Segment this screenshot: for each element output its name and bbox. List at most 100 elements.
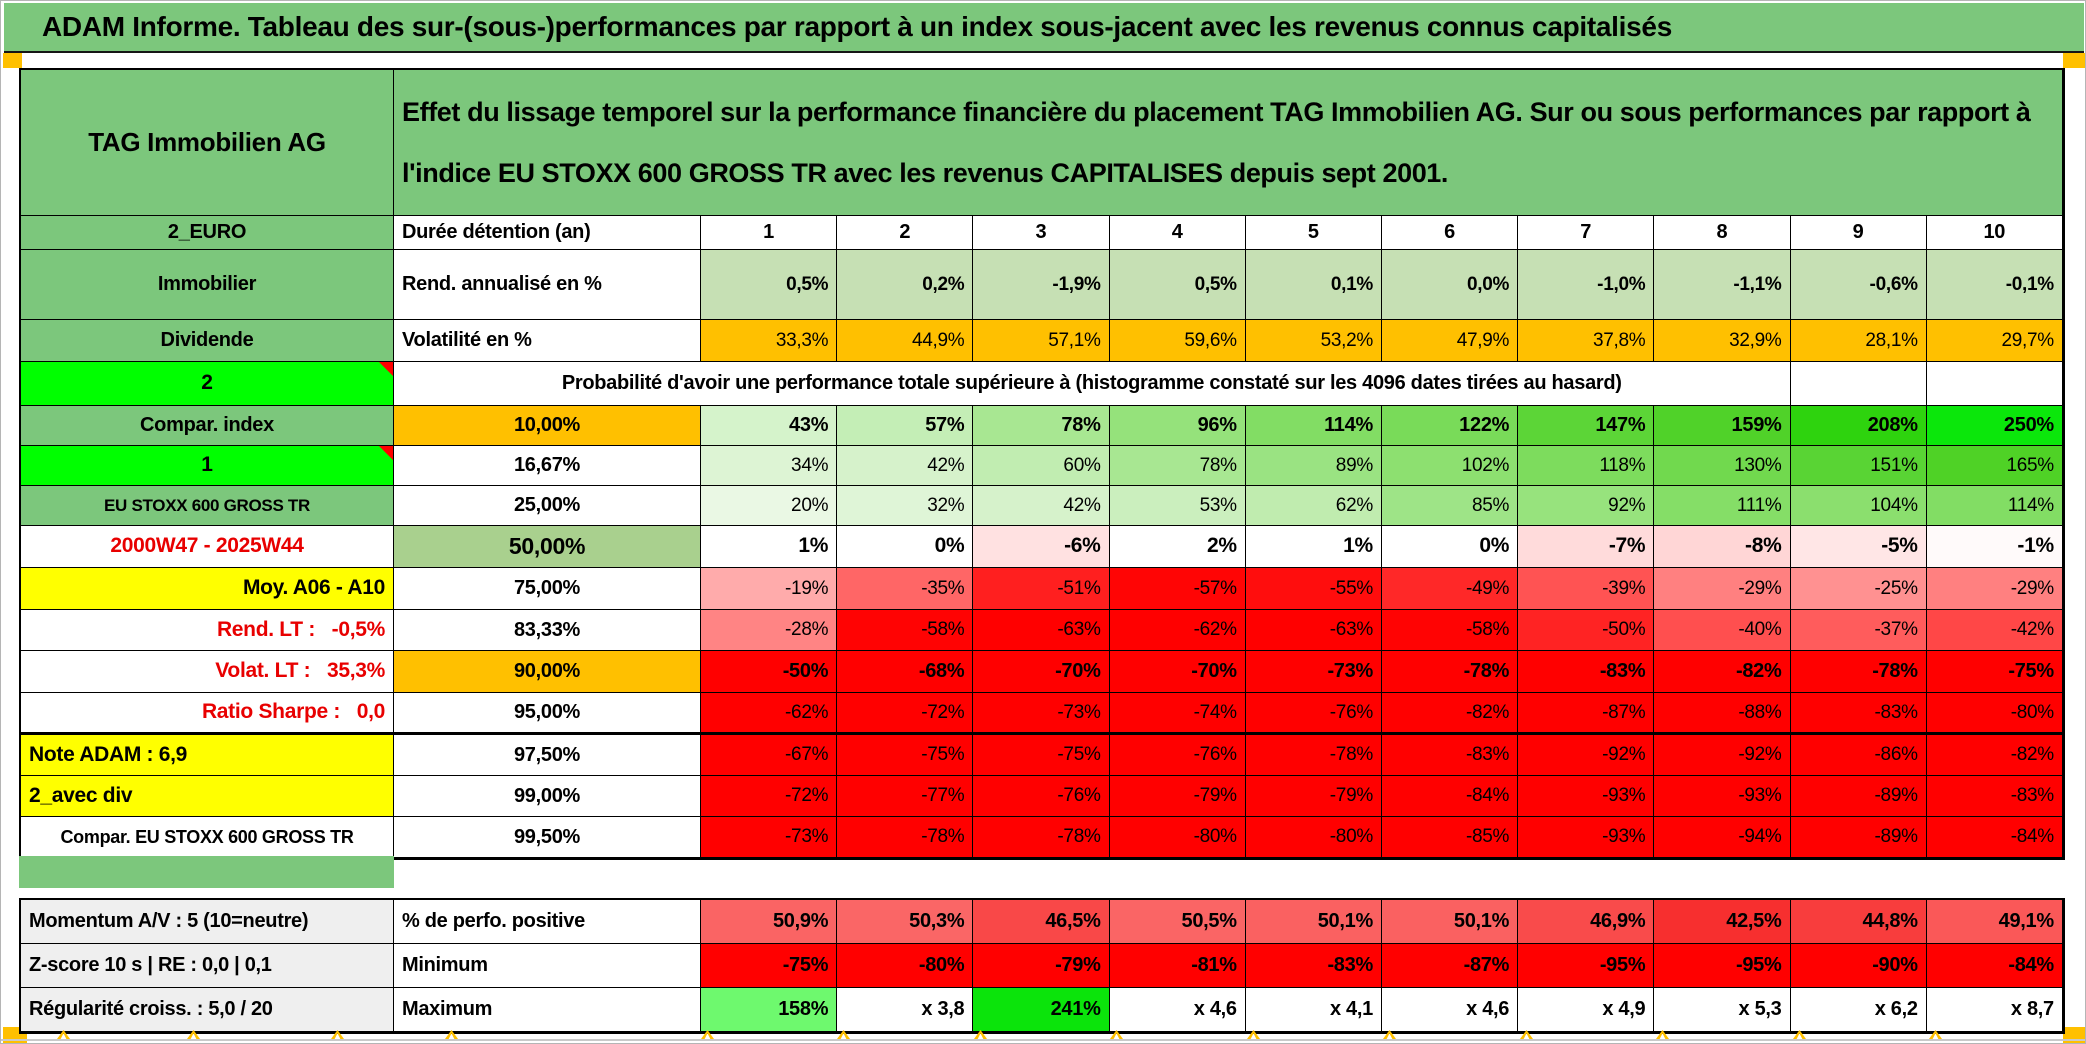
value-cell[interactable]: -63% [1245,610,1382,651]
empty-cell[interactable] [1790,362,1927,406]
row-label-cell[interactable]: 1 [21,446,394,486]
param-cell[interactable]: 99,00% [394,776,701,817]
value-cell[interactable]: 50,5% [1109,900,1246,944]
value-cell[interactable]: 0% [1381,526,1519,568]
row-label-cell[interactable]: 2 [21,362,394,406]
value-cell[interactable]: 92% [1518,486,1655,526]
row-label-cell[interactable]: Ratio Sharpe : 0,0 [21,693,394,735]
value-cell[interactable]: 1% [1245,526,1382,568]
value-cell[interactable]: 114% [1245,406,1382,446]
param-cell[interactable]: 90,00% [394,651,701,693]
value-cell[interactable]: -87% [1518,693,1655,735]
value-cell[interactable]: -83% [1245,944,1382,988]
value-cell[interactable]: -84% [1381,776,1519,817]
param-cell[interactable]: 50,00% [394,526,701,568]
row-label-cell[interactable]: Régularité croiss. : 5,0 / 20 [21,988,394,1032]
value-cell[interactable]: -85% [1381,817,1519,858]
value-cell[interactable]: -67% [701,735,838,776]
value-cell[interactable]: -75% [701,944,838,988]
empty-cell[interactable] [1926,362,2063,406]
value-cell[interactable]: -58% [837,610,974,651]
row-label-cell[interactable]: Compar. index [21,406,394,446]
value-cell[interactable]: 53,2% [1245,320,1382,362]
value-cell[interactable]: -95% [1654,944,1791,988]
value-cell[interactable]: -92% [1654,735,1791,776]
value-cell[interactable]: 0,0% [1381,250,1519,320]
value-cell[interactable]: 33,3% [701,320,838,362]
value-cell[interactable]: -19% [701,568,838,610]
report-title-cell[interactable]: ADAM Informe. Tableau des sur-(sous-)per… [4,3,2084,53]
param-cell[interactable]: 83,33% [394,610,701,651]
value-cell[interactable]: -79% [1109,776,1246,817]
value-cell[interactable]: 159% [1654,406,1791,446]
param-cell[interactable]: Rend. annualisé en % [394,250,701,320]
value-cell[interactable]: 89% [1245,446,1382,486]
value-cell[interactable]: 60% [973,446,1110,486]
row-label-cell[interactable]: Momentum A/V : 5 (10=neutre) [21,900,394,944]
param-cell[interactable]: Minimum [394,944,701,988]
value-cell[interactable]: 0% [837,526,974,568]
value-cell[interactable]: -1% [1926,526,2063,568]
value-cell[interactable]: -74% [1109,693,1246,735]
value-cell[interactable]: -50% [701,651,838,693]
value-cell[interactable]: -8% [1654,526,1791,568]
value-cell[interactable]: x 4,9 [1518,988,1655,1032]
value-cell[interactable]: -78% [1245,735,1382,776]
value-cell[interactable]: -35% [837,568,974,610]
value-cell[interactable]: -93% [1518,776,1655,817]
value-cell[interactable]: 250% [1926,406,2063,446]
value-cell[interactable]: -79% [1245,776,1382,817]
value-cell[interactable]: 46,9% [1518,900,1655,944]
value-cell[interactable]: 29,7% [1926,320,2063,362]
value-cell[interactable]: 130% [1654,446,1791,486]
product-name-cell[interactable]: TAG Immobilien AG [21,70,394,216]
value-cell[interactable]: 122% [1381,406,1519,446]
value-cell[interactable]: 53% [1109,486,1246,526]
param-cell[interactable]: 97,50% [394,735,701,776]
row-label-cell[interactable]: 2_avec div [21,776,394,817]
value-cell[interactable]: -1,0% [1518,250,1655,320]
value-cell[interactable]: -89% [1790,817,1927,858]
value-cell[interactable]: 118% [1518,446,1655,486]
value-cell[interactable]: 50,9% [701,900,838,944]
value-cell[interactable]: x 8,7 [1926,988,2063,1032]
value-cell[interactable]: 1% [701,526,838,568]
value-cell[interactable]: -58% [1381,610,1519,651]
value-cell[interactable]: -25% [1790,568,1927,610]
value-cell[interactable]: -70% [1109,651,1246,693]
value-cell[interactable]: 3 [973,216,1110,250]
value-cell[interactable]: 57% [837,406,974,446]
row-label-cell[interactable]: Note ADAM : 6,9 [21,735,394,776]
value-cell[interactable]: x 4,6 [1381,988,1519,1032]
value-cell[interactable]: -94% [1654,817,1791,858]
value-cell[interactable]: 85% [1381,486,1519,526]
value-cell[interactable]: -86% [1790,735,1927,776]
value-cell[interactable]: 20% [701,486,838,526]
value-cell[interactable]: -82% [1654,651,1791,693]
param-cell[interactable]: Maximum [394,988,701,1032]
value-cell[interactable]: -0,1% [1926,250,2063,320]
value-cell[interactable]: 102% [1381,446,1519,486]
value-cell[interactable]: -83% [1926,776,2063,817]
value-cell[interactable]: -7% [1518,526,1655,568]
value-cell[interactable]: 158% [701,988,838,1032]
value-cell[interactable]: 43% [701,406,838,446]
value-cell[interactable]: -40% [1654,610,1791,651]
value-cell[interactable]: -82% [1926,735,2063,776]
value-cell[interactable]: -55% [1245,568,1382,610]
value-cell[interactable]: -95% [1518,944,1655,988]
value-cell[interactable]: 2 [837,216,974,250]
value-cell[interactable]: -80% [1245,817,1382,858]
value-cell[interactable]: -87% [1381,944,1519,988]
value-cell[interactable]: 9 [1790,216,1927,250]
value-cell[interactable]: 5 [1245,216,1382,250]
value-cell[interactable]: -63% [973,610,1110,651]
value-cell[interactable]: -57% [1109,568,1246,610]
value-cell[interactable]: -84% [1926,817,2063,858]
value-cell[interactable]: -89% [1790,776,1927,817]
param-cell[interactable]: 16,67% [394,446,701,486]
value-cell[interactable]: -93% [1654,776,1791,817]
value-cell[interactable]: -29% [1654,568,1791,610]
value-cell[interactable]: -75% [1926,651,2063,693]
param-cell[interactable]: Durée détention (an) [394,216,701,250]
